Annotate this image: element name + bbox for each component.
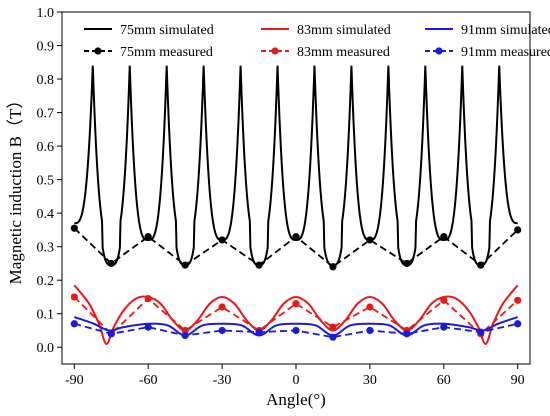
data-point-91mm-measured: [144, 323, 152, 331]
data-point-75mm-measured: [366, 236, 374, 244]
data-point-75mm-measured: [514, 226, 522, 234]
x-tick-label: 60: [437, 373, 451, 388]
data-point-83mm-measured: [329, 323, 337, 331]
data-point-75mm-measured: [70, 224, 78, 232]
series-line-83mm-simulated: [73, 284, 519, 345]
data-point-91mm-measured: [514, 320, 522, 328]
data-point-75mm-measured: [181, 261, 189, 269]
data-point-91mm-measured: [255, 328, 263, 336]
legend-marker-75mm-measured: [94, 47, 102, 55]
data-point-75mm-measured: [218, 236, 226, 244]
x-tick-label: -90: [65, 373, 84, 388]
x-tick-label: -60: [139, 373, 158, 388]
y-tick-label: 0.5: [37, 174, 55, 189]
data-point-91mm-measured: [107, 330, 115, 338]
axes-layer: -90 -60 -30 0 30 60 90 0.0 0.1 0.2 0.3 0.4 0.5 0.6 0.7…: [37, 6, 525, 388]
y-tick-label: 0.7: [37, 107, 55, 122]
data-point-75mm-measured: [440, 233, 448, 241]
data-point-83mm-measured: [514, 296, 522, 304]
legend-marker-83mm-measured: [271, 47, 279, 55]
y-tick-label: 0.8: [37, 73, 55, 88]
plot-area: [61, 11, 531, 365]
legend-label-83mm-simulated: 83mm simulated: [297, 23, 391, 38]
legend-label-75mm-measured: 75mm measured: [120, 45, 213, 60]
y-tick-label: 1.0: [37, 6, 55, 21]
data-point-91mm-measured: [366, 326, 374, 335]
data-point-83mm-measured: [70, 293, 78, 301]
data-point-83mm-measured: [218, 303, 226, 311]
x-tick-label: -30: [213, 373, 232, 388]
data-point-75mm-measured: [144, 233, 152, 241]
data-point-83mm-measured: [292, 300, 300, 308]
legend-marker-91mm-measured: [435, 47, 443, 55]
y-tick-label: 0.6: [37, 140, 55, 155]
data-point-91mm-measured: [292, 326, 300, 335]
data-point-91mm-measured: [403, 330, 411, 338]
plot-frame: [61, 11, 531, 365]
y-tick-label: 0.0: [37, 341, 55, 356]
data-point-91mm-measured: [477, 328, 485, 336]
y-tick-label: 0.9: [37, 40, 55, 55]
legend-label-91mm-simulated: 91mm simulated: [461, 23, 550, 38]
y-tick-label: 0.2: [37, 274, 55, 289]
x-tick-label: 0: [293, 373, 300, 388]
data-point-91mm-measured: [218, 326, 226, 335]
x-tick-label: 30: [363, 373, 377, 388]
data-point-83mm-measured: [181, 326, 189, 335]
data-point-75mm-measured: [107, 259, 115, 268]
legend-label-75mm-simulated: 75mm simulated: [120, 23, 214, 38]
legend-label-91mm-measured: 91mm measured: [461, 45, 550, 60]
marker-layer: [70, 224, 522, 341]
legend: 75mm simulated 83mm simulated 91mm simulat…: [84, 23, 550, 60]
y-tick-label: 0.1: [37, 308, 55, 323]
data-point-91mm-measured: [70, 320, 78, 328]
data-point-83mm-measured: [144, 295, 152, 303]
data-point-91mm-measured: [181, 331, 189, 340]
x-tick-label: 90: [511, 373, 525, 388]
data-point-75mm-measured: [403, 259, 411, 268]
data-point-75mm-measured: [477, 261, 485, 269]
x-axis-title: Angle(°): [266, 390, 326, 409]
data-point-91mm-measured: [440, 323, 448, 331]
y-axis-title: Magnetic induction B（T）: [6, 92, 25, 285]
y-tick-label: 0.3: [37, 241, 55, 256]
data-point-75mm-measured: [255, 261, 263, 269]
y-tick-label: 0.4: [37, 207, 55, 222]
data-point-91mm-measured: [329, 333, 337, 341]
data-point-75mm-measured: [329, 263, 337, 271]
data-point-75mm-measured: [292, 233, 300, 241]
data-point-83mm-measured: [440, 296, 448, 304]
legend-label-83mm-measured: 83mm measured: [297, 45, 390, 60]
data-point-83mm-measured: [366, 303, 374, 311]
